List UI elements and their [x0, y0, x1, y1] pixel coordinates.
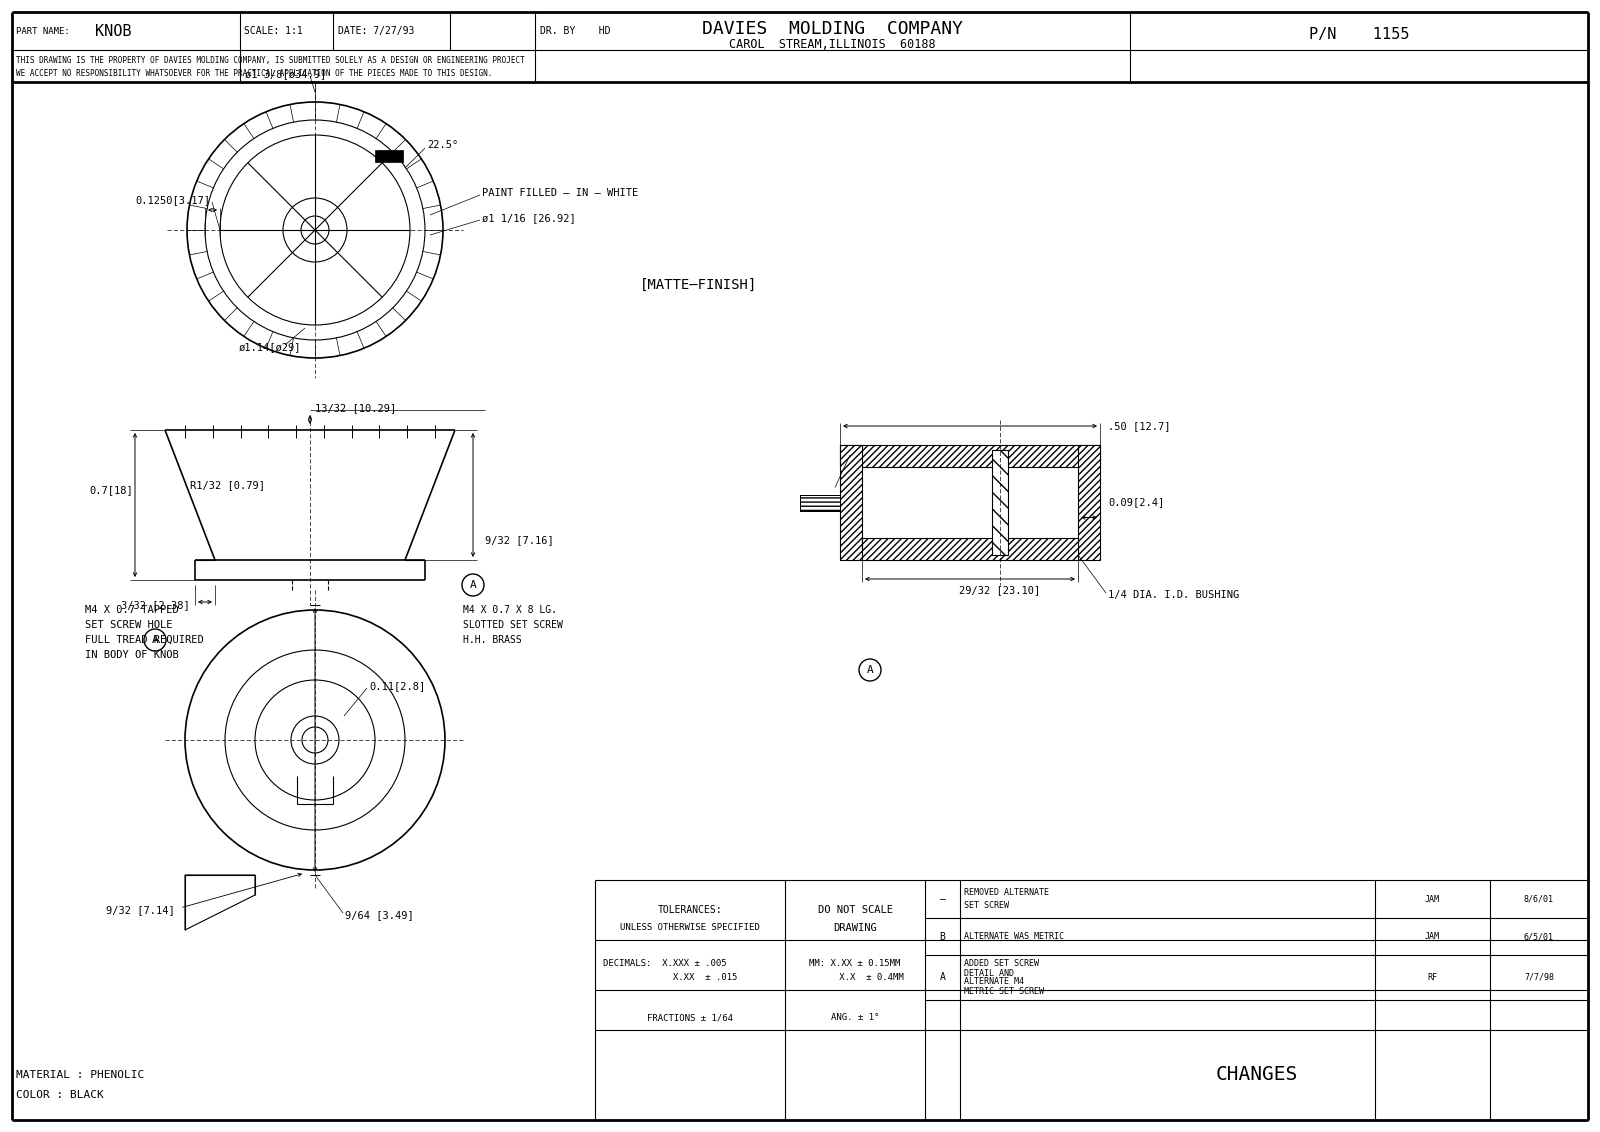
Bar: [862, 538, 1078, 560]
Text: 13/32 [10.29]: 13/32 [10.29]: [315, 403, 397, 413]
Text: JAM: JAM: [1426, 932, 1440, 941]
Text: .50 [12.7]: .50 [12.7]: [1107, 421, 1171, 431]
Text: ADDED SET SCREW: ADDED SET SCREW: [963, 960, 1038, 969]
Text: R1/32 [0.79]: R1/32 [0.79]: [190, 480, 266, 490]
Text: M4 X 0.7 X 8 LG.: M4 X 0.7 X 8 LG.: [462, 604, 557, 615]
Bar: [1078, 445, 1101, 560]
Bar: [840, 445, 1101, 468]
Text: A: A: [867, 664, 874, 675]
Text: CHANGES: CHANGES: [1216, 1065, 1298, 1084]
Text: 9/32 [7.14]: 9/32 [7.14]: [106, 904, 174, 915]
Text: 0.11[2.8]: 0.11[2.8]: [370, 681, 426, 691]
Text: IN BODY OF KNOB: IN BODY OF KNOB: [85, 650, 179, 660]
Text: PART NAME:: PART NAME:: [16, 26, 70, 35]
Text: REMOVED ALTERNATE: REMOVED ALTERNATE: [963, 889, 1050, 898]
Text: UNLESS OTHERWISE SPECIFIED: UNLESS OTHERWISE SPECIFIED: [621, 924, 760, 933]
Text: ø1.14[ø29]: ø1.14[ø29]: [238, 342, 301, 352]
Text: 9/64 [3.49]: 9/64 [3.49]: [346, 910, 414, 920]
Text: DATE: 7/27/93: DATE: 7/27/93: [338, 26, 414, 36]
Text: FRACTIONS ± 1/64: FRACTIONS ± 1/64: [646, 1013, 733, 1022]
Text: 9/32 [7.16]: 9/32 [7.16]: [485, 535, 554, 544]
Text: 7/7/98: 7/7/98: [1523, 974, 1554, 981]
Text: JAM: JAM: [1426, 894, 1440, 903]
Text: FULL TREAD REQUIRED: FULL TREAD REQUIRED: [85, 635, 203, 645]
Text: H.H. BRASS: H.H. BRASS: [462, 635, 522, 645]
Text: 29/32 [23.10]: 29/32 [23.10]: [960, 585, 1040, 595]
Text: SET SCREW: SET SCREW: [963, 901, 1010, 910]
Text: [MATTE–FINISH]: [MATTE–FINISH]: [640, 278, 757, 292]
Text: DRAWING: DRAWING: [834, 923, 877, 933]
Text: PAINT FILLED – IN – WHITE: PAINT FILLED – IN – WHITE: [482, 188, 638, 198]
Text: ALTERNATE WAS METRIC: ALTERNATE WAS METRIC: [963, 932, 1064, 941]
Text: SCALE: 1:1: SCALE: 1:1: [243, 26, 302, 36]
Bar: [800, 495, 840, 511]
Text: P/N    1155: P/N 1155: [1309, 27, 1410, 43]
Text: SLOTTED SET SCREW: SLOTTED SET SCREW: [462, 620, 563, 631]
Text: A: A: [152, 635, 158, 645]
Bar: [374, 151, 403, 162]
Text: –: –: [939, 894, 946, 904]
Text: 8/6/01: 8/6/01: [1523, 894, 1554, 903]
Text: WE ACCEPT NO RESPONSIBILITY WHATSOEVER FOR THE PRACTICAL APPLICATION OF THE PIEC: WE ACCEPT NO RESPONSIBILITY WHATSOEVER F…: [16, 69, 493, 77]
Text: M4 X 0.7 TAPPED: M4 X 0.7 TAPPED: [85, 604, 179, 615]
Bar: [840, 445, 862, 560]
Text: METRIC SET SCREW: METRIC SET SCREW: [963, 986, 1043, 995]
Text: 3/32 [2.38]: 3/32 [2.38]: [122, 600, 190, 610]
Text: A: A: [939, 972, 946, 983]
Text: ø1 3/8[ø34.9]: ø1 3/8[ø34.9]: [245, 69, 326, 79]
Text: X.X  ± 0.4MM: X.X ± 0.4MM: [806, 974, 904, 983]
Text: 0.09[2.4]: 0.09[2.4]: [1107, 497, 1165, 507]
Text: DECIMALS:  X.XXX ± .005: DECIMALS: X.XXX ± .005: [603, 959, 726, 968]
Text: 0.1250[3.17]: 0.1250[3.17]: [134, 195, 210, 205]
Text: A: A: [470, 580, 477, 590]
Text: DO NOT SCALE: DO NOT SCALE: [818, 904, 893, 915]
Bar: [992, 451, 1008, 555]
Text: TOLERANCES:: TOLERANCES:: [658, 904, 722, 915]
Text: COLOR : BLACK: COLOR : BLACK: [16, 1090, 104, 1100]
Text: ø1 1/16 [26.92]: ø1 1/16 [26.92]: [482, 213, 576, 223]
Text: MATERIAL : PHENOLIC: MATERIAL : PHENOLIC: [16, 1070, 144, 1080]
Text: SET SCREW HOLE: SET SCREW HOLE: [85, 620, 173, 631]
Text: MM: X.XX ± 0.15MM: MM: X.XX ± 0.15MM: [810, 959, 901, 968]
Text: 22.5°: 22.5°: [427, 140, 458, 151]
Text: B: B: [939, 932, 946, 942]
Text: DETAIL AND: DETAIL AND: [963, 969, 1014, 978]
Text: 0.7[18]: 0.7[18]: [90, 484, 133, 495]
Text: DR. BY    HD: DR. BY HD: [541, 26, 611, 36]
Text: ALTERNATE M4: ALTERNATE M4: [963, 978, 1024, 986]
Text: X.XX  ± .015: X.XX ± .015: [603, 974, 738, 983]
Text: THIS DRAWING IS THE PROPERTY OF DAVIES MOLDING COMPANY, IS SUBMITTED SOLELY AS A: THIS DRAWING IS THE PROPERTY OF DAVIES M…: [16, 57, 525, 66]
Text: RF: RF: [1427, 974, 1437, 981]
Text: KNOB: KNOB: [94, 24, 131, 38]
Text: 6/5/01: 6/5/01: [1523, 932, 1554, 941]
Text: 1/4 DIA. I.D. BUSHING: 1/4 DIA. I.D. BUSHING: [1107, 590, 1240, 600]
Text: DAVIES  MOLDING  COMPANY: DAVIES MOLDING COMPANY: [702, 20, 963, 38]
Text: CAROL  STREAM,ILLINOIS  60188: CAROL STREAM,ILLINOIS 60188: [730, 37, 936, 51]
Text: ANG. ± 1°: ANG. ± 1°: [830, 1013, 878, 1022]
